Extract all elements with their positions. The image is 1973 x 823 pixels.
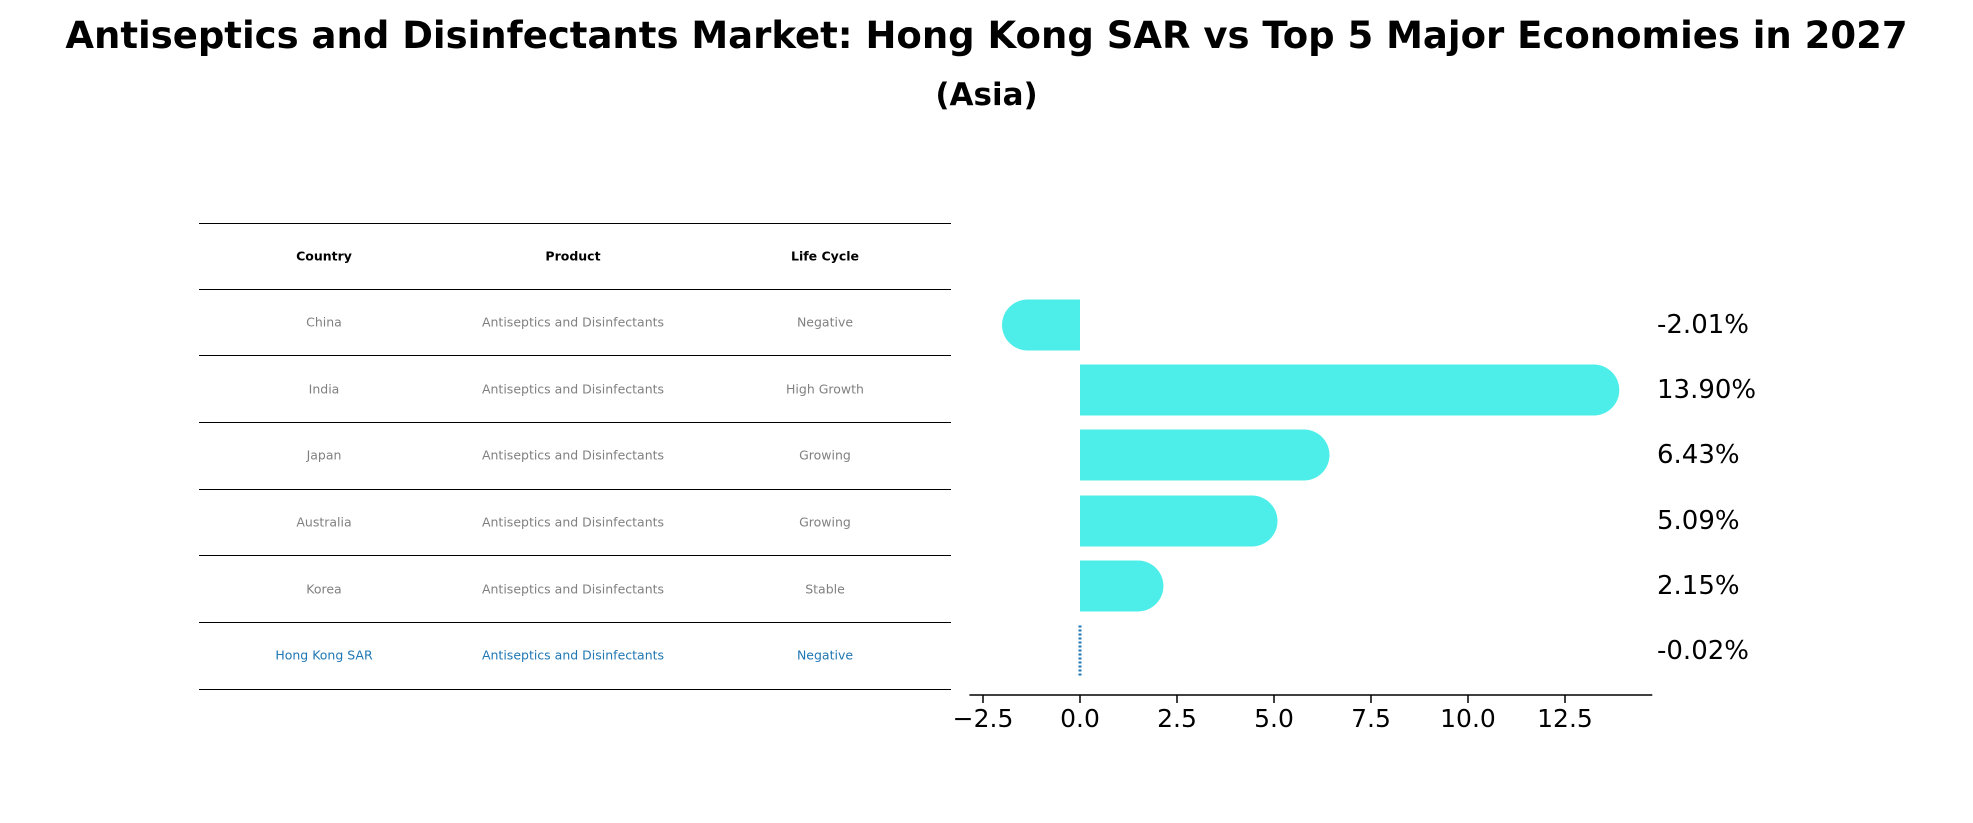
value-label-1: 13.90% <box>1657 375 1756 405</box>
x-tick-label-6: 12.5 <box>1537 704 1593 733</box>
cell-life-cycle: Growing <box>799 514 851 530</box>
table-rule <box>199 689 951 690</box>
table-rule <box>199 555 951 556</box>
cell-country: Japan <box>306 447 342 463</box>
cell-country: Hong Kong SAR <box>275 647 373 663</box>
cell-country: Australia <box>296 514 352 530</box>
cell-life-cycle: Stable <box>805 581 845 597</box>
value-label-5: -0.02% <box>1657 636 1749 666</box>
table-rule <box>199 223 951 224</box>
bar-0 <box>1002 299 1080 351</box>
table-rule <box>199 289 951 290</box>
x-tick-label-5: 10.0 <box>1440 704 1496 733</box>
table-rule <box>199 355 951 356</box>
cell-product: Antiseptics and Disinfectants <box>481 647 665 663</box>
table-rule <box>199 622 951 623</box>
cell-life-cycle: Growing <box>799 447 851 463</box>
cell-product: Antiseptics and Disinfectants <box>481 514 665 530</box>
table-rule <box>199 489 951 490</box>
cell-product: Antiseptics and Disinfectants <box>481 447 665 463</box>
x-tick-label-4: 7.5 <box>1351 704 1391 733</box>
cell-product: Antiseptics and Disinfectants <box>481 314 665 330</box>
bar-2 <box>1080 429 1330 481</box>
x-tick-label-1: 0.0 <box>1060 704 1100 733</box>
chart-title: Antiseptics and Disinfectants Market: Ho… <box>65 14 1908 57</box>
cell-country: India <box>308 381 340 397</box>
header-product: Product <box>545 248 601 264</box>
header-life-cycle: Life Cycle <box>790 248 859 264</box>
cell-product: Antiseptics and Disinfectants <box>481 381 665 397</box>
chart-subtitle: (Asia) <box>935 77 1038 113</box>
cell-country: Korea <box>306 581 342 597</box>
value-label-4: 2.15% <box>1657 571 1740 601</box>
value-label-2: 6.43% <box>1657 440 1740 470</box>
header-country: Country <box>296 248 352 264</box>
cell-country: China <box>306 314 342 330</box>
x-tick-label-2: 2.5 <box>1157 704 1197 733</box>
cell-life-cycle: Negative <box>796 647 854 663</box>
value-label-0: -2.01% <box>1657 310 1749 340</box>
bar-1 <box>1080 364 1620 416</box>
value-label-3: 5.09% <box>1657 506 1740 536</box>
x-tick-label-0: −2.5 <box>953 704 1014 733</box>
cell-product: Antiseptics and Disinfectants <box>481 581 665 597</box>
bar-3 <box>1080 495 1278 547</box>
bar-4 <box>1080 560 1164 612</box>
x-tick-label-3: 5.0 <box>1254 704 1294 733</box>
table-rule <box>199 422 951 423</box>
cell-life-cycle: Negative <box>796 314 854 330</box>
cell-life-cycle: High Growth <box>786 381 864 397</box>
